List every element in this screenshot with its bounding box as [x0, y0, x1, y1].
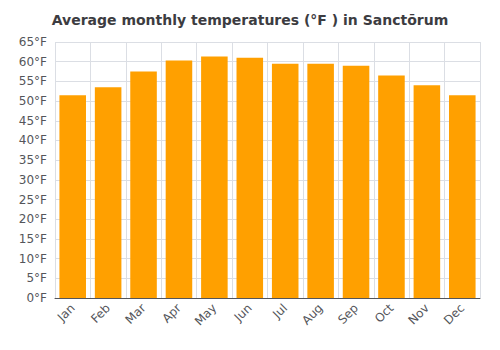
svg-text:Oct: Oct: [372, 301, 397, 326]
svg-text:40°F: 40°F: [19, 133, 47, 147]
svg-text:Jul: Jul: [269, 301, 290, 322]
svg-text:15°F: 15°F: [19, 232, 47, 246]
svg-text:Sep: Sep: [335, 301, 361, 327]
svg-text:Apr: Apr: [159, 301, 184, 326]
svg-text:30°F: 30°F: [19, 173, 47, 187]
svg-text:10°F: 10°F: [19, 252, 47, 266]
svg-text:Aug: Aug: [299, 301, 325, 327]
svg-text:20°F: 20°F: [19, 212, 47, 226]
svg-text:5°F: 5°F: [26, 271, 47, 285]
svg-text:Nov: Nov: [405, 301, 431, 327]
svg-text:Mar: Mar: [123, 301, 149, 327]
svg-text:May: May: [192, 301, 219, 328]
svg-text:Dec: Dec: [441, 301, 467, 327]
svg-text:Jun: Jun: [231, 301, 255, 325]
svg-text:Jan: Jan: [54, 301, 78, 325]
svg-text:65°F: 65°F: [19, 35, 47, 49]
svg-text:60°F: 60°F: [19, 55, 47, 69]
svg-text:25°F: 25°F: [19, 193, 47, 207]
svg-text:0°F: 0°F: [26, 291, 47, 305]
svg-text:45°F: 45°F: [19, 114, 47, 128]
svg-text:Average monthly temperatures (: Average monthly temperatures (°F ) in Sa…: [52, 12, 449, 28]
svg-text:55°F: 55°F: [19, 74, 47, 88]
svg-text:Feb: Feb: [88, 301, 113, 326]
svg-text:35°F: 35°F: [19, 153, 47, 167]
svg-text:50°F: 50°F: [19, 94, 47, 108]
